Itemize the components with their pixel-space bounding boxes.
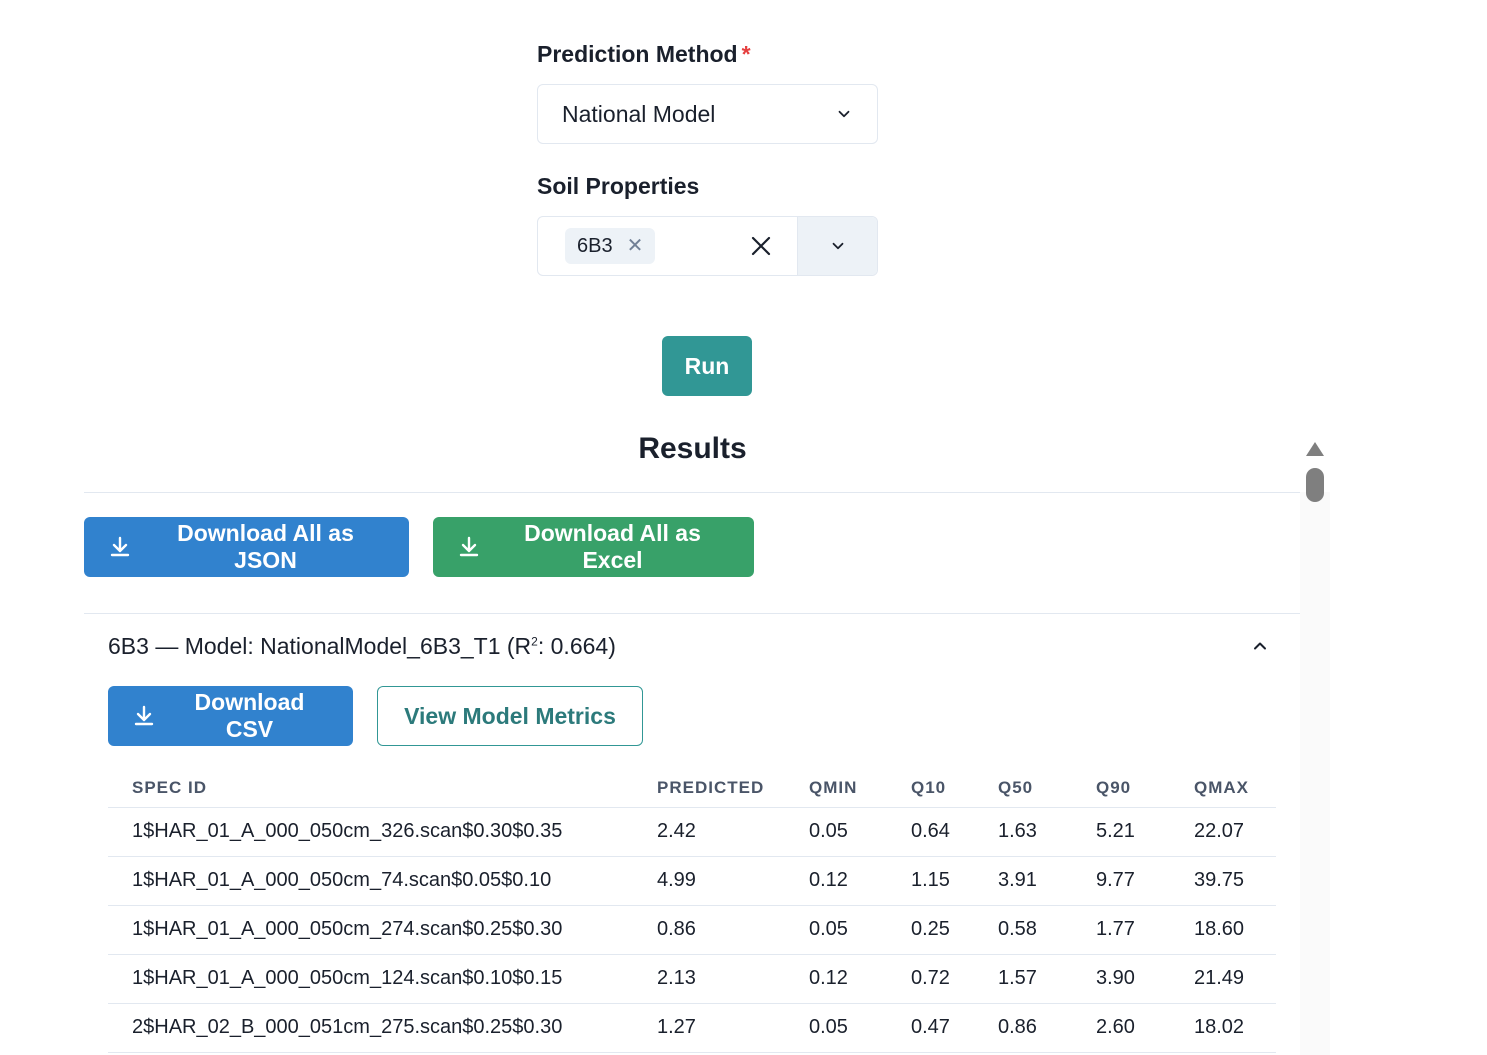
cell-q10: 0.47 — [887, 1003, 974, 1053]
cell-q50: 0.58 — [974, 905, 1072, 955]
cell-qmin: 0.05 — [785, 905, 887, 955]
table-row: 1$HAR_01_A_000_050cm_74.scan$0.05$0.10 4… — [108, 856, 1276, 906]
cell-qmax: 18.02 — [1170, 1003, 1276, 1053]
column-header-q50: Q50 — [974, 770, 1072, 808]
prediction-method-label-text: Prediction Method — [537, 41, 738, 67]
cell-q90: 5.21 — [1072, 807, 1170, 857]
download-icon — [459, 536, 479, 557]
cell-q90: 9.77 — [1072, 856, 1170, 906]
download-all-json-label: Download All as JSON — [177, 520, 354, 573]
soil-properties-label: Soil Properties — [537, 173, 700, 199]
cell-q10: 0.25 — [887, 905, 974, 955]
download-icon — [110, 536, 130, 557]
column-header-q10: Q10 — [887, 770, 974, 808]
table-row: 1$HAR_01_A_000_050cm_124.scan$0.10$0.15 … — [108, 954, 1276, 1004]
table-row: 1$HAR_01_A_000_050cm_326.scan$0.30$0.35 … — [108, 807, 1276, 857]
table-row: 1$HAR_01_A_000_050cm_274.scan$0.25$0.30 … — [108, 905, 1276, 955]
cell-spec-id: 1$HAR_01_A_000_050cm_326.scan$0.30$0.35 — [108, 807, 633, 857]
prediction-method-value: National Model — [562, 100, 716, 127]
cell-q50: 0.86 — [974, 1003, 1072, 1053]
cell-qmax: 22.07 — [1170, 807, 1276, 857]
clear-all-icon[interactable] — [749, 234, 773, 258]
cell-predicted: 2.42 — [633, 807, 785, 857]
cell-predicted: 0.86 — [633, 905, 785, 955]
results-heading: Results — [638, 432, 747, 465]
results-table: SPEC ID PREDICTED QMIN Q10 Q50 Q90 QMAX … — [108, 770, 1276, 1053]
column-header-predicted: PREDICTED — [633, 770, 785, 808]
cell-q50: 1.57 — [974, 954, 1072, 1004]
cell-qmax: 21.49 — [1170, 954, 1276, 1004]
cell-q50: 3.91 — [974, 856, 1072, 906]
cell-qmin: 0.05 — [785, 1003, 887, 1053]
selected-tag: 6B3 ✕ — [565, 228, 656, 264]
soil-properties-values[interactable]: 6B3 ✕ — [538, 217, 797, 275]
scroll-up-arrow-icon[interactable] — [1305, 441, 1325, 457]
chevron-down-icon — [835, 105, 853, 123]
cell-q10: 0.72 — [887, 954, 974, 1004]
table-row: 2$HAR_02_B_000_051cm_275.scan$0.25$0.30 … — [108, 1003, 1276, 1053]
cell-spec-id: 2$HAR_02_B_000_051cm_275.scan$0.25$0.30 — [108, 1003, 633, 1053]
scrollbar-thumb[interactable] — [1306, 468, 1324, 502]
column-header-spec-id: SPEC ID — [108, 770, 633, 808]
download-icon — [134, 705, 154, 726]
accordion-header[interactable]: 6B3 — Model: NationalModel_6B3_T1 (R2: 0… — [108, 630, 1276, 662]
cell-qmax: 18.60 — [1170, 905, 1276, 955]
cell-spec-id: 1$HAR_01_A_000_050cm_74.scan$0.05$0.10 — [108, 856, 633, 906]
cell-predicted: 2.13 — [633, 954, 785, 1004]
run-button[interactable]: Run — [662, 336, 752, 396]
cell-qmin: 0.05 — [785, 807, 887, 857]
cell-spec-id: 1$HAR_01_A_000_050cm_274.scan$0.25$0.30 — [108, 905, 633, 955]
download-csv-button[interactable]: Download CSV — [108, 686, 353, 746]
results-scroll-area[interactable] — [84, 492, 1300, 1055]
column-header-qmin: QMIN — [785, 770, 887, 808]
download-csv-label: Download CSV — [194, 689, 305, 742]
chevron-down-icon — [832, 242, 843, 250]
cell-qmin: 0.12 — [785, 954, 887, 1004]
view-model-metrics-button[interactable]: View Model Metrics — [377, 686, 643, 746]
cell-q50: 1.63 — [974, 807, 1072, 857]
cell-qmin: 0.12 — [785, 856, 887, 906]
selected-tag-label: 6B3 — [577, 234, 613, 257]
chevron-up-icon — [1254, 642, 1266, 650]
prediction-method-label: Prediction Method * — [537, 41, 751, 68]
accordion-divider — [84, 613, 1300, 614]
cell-q90: 1.77 — [1072, 905, 1170, 955]
remove-tag-icon[interactable]: ✕ — [626, 235, 644, 257]
cell-q90: 2.60 — [1072, 1003, 1170, 1053]
scrollbar-track[interactable] — [1300, 492, 1330, 1055]
prediction-method-select[interactable]: National Model — [537, 84, 878, 144]
column-header-q90: Q90 — [1072, 770, 1170, 808]
download-all-excel-button[interactable]: Download All as Excel — [433, 517, 754, 577]
cell-predicted: 1.27 — [633, 1003, 785, 1053]
cell-q10: 1.15 — [887, 856, 974, 906]
download-all-json-button[interactable]: Download All as JSON — [84, 517, 409, 577]
cell-q90: 3.90 — [1072, 954, 1170, 1004]
cell-spec-id: 1$HAR_01_A_000_050cm_124.scan$0.10$0.15 — [108, 954, 633, 1004]
table-header-row: SPEC ID PREDICTED QMIN Q10 Q50 Q90 QMAX — [108, 770, 1276, 808]
cell-qmax: 39.75 — [1170, 856, 1276, 906]
soil-properties-multiselect[interactable]: 6B3 ✕ — [537, 216, 878, 276]
download-all-excel-label: Download All as Excel — [524, 520, 701, 573]
accordion-title: 6B3 — Model: NationalModel_6B3_T1 (R2: 0… — [108, 632, 616, 659]
soil-properties-dropdown-toggle[interactable] — [797, 217, 877, 275]
column-header-qmax: QMAX — [1170, 770, 1276, 808]
cell-q10: 0.64 — [887, 807, 974, 857]
cell-predicted: 4.99 — [633, 856, 785, 906]
required-indicator: * — [741, 41, 751, 67]
